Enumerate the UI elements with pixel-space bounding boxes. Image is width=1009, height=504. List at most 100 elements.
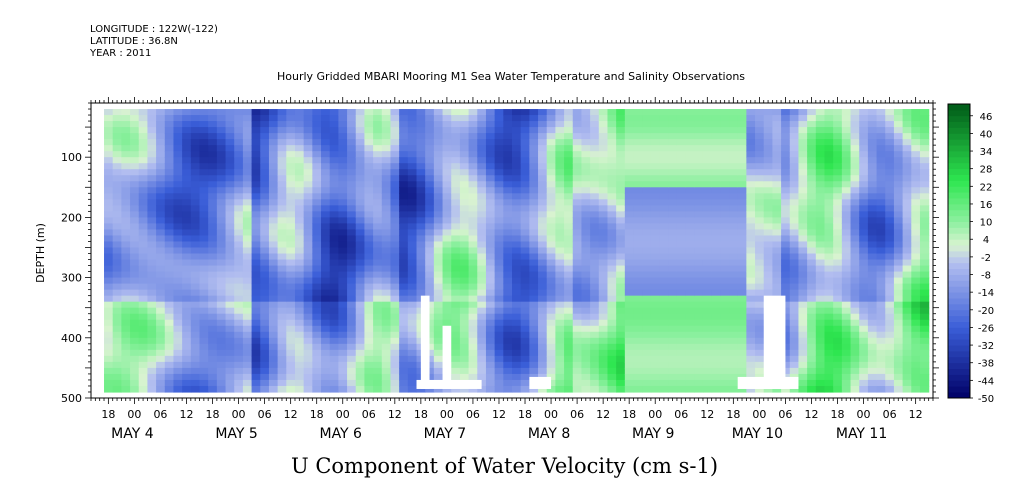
heatmap-cell	[312, 109, 322, 116]
heatmap-cell	[503, 247, 513, 255]
heatmap-cell	[477, 271, 487, 279]
heatmap-cell	[789, 205, 800, 212]
heatmap-cell	[902, 175, 912, 182]
heatmap-cell	[885, 169, 895, 176]
heatmap-cell	[234, 187, 244, 194]
x-hour-label: 18	[831, 408, 845, 421]
heatmap-cell	[555, 211, 565, 218]
heatmap-cell	[260, 193, 270, 200]
heatmap-cell	[312, 259, 322, 267]
heatmap-cell	[164, 247, 175, 255]
heatmap-cell	[729, 247, 739, 255]
heatmap-cell	[755, 139, 765, 146]
heatmap-cell	[347, 223, 357, 231]
heatmap-cell	[173, 229, 183, 237]
heatmap-cell	[737, 175, 747, 182]
heatmap-cell	[746, 229, 756, 237]
heatmap-cell	[199, 313, 209, 321]
heatmap-cell	[685, 235, 695, 243]
heatmap-cell	[485, 169, 496, 176]
heatmap-cell	[668, 247, 678, 255]
heatmap-cell	[512, 307, 522, 315]
heatmap-cell	[876, 211, 886, 218]
heatmap-cell	[798, 163, 808, 170]
heatmap-cell	[338, 367, 348, 375]
heatmap-cell	[902, 283, 912, 291]
heatmap-cell	[468, 277, 478, 285]
heatmap-cell	[841, 139, 852, 146]
heatmap-cell	[138, 151, 149, 158]
heatmap-cell	[711, 181, 721, 188]
heatmap-cell	[867, 127, 878, 134]
heatmap-cell	[676, 115, 687, 122]
heatmap-cell	[529, 271, 539, 279]
heatmap-cell	[173, 271, 183, 279]
heatmap-cell	[564, 157, 574, 164]
heatmap-cell	[112, 133, 122, 140]
heatmap-cell	[173, 325, 183, 333]
heatmap-cell	[277, 253, 287, 261]
heatmap-cell	[867, 181, 878, 188]
heatmap-cell	[286, 349, 296, 357]
heatmap-cell	[459, 337, 470, 345]
heatmap-cell	[572, 187, 583, 194]
heatmap-cell	[399, 205, 409, 212]
heatmap-cell	[893, 325, 904, 333]
heatmap-cell	[468, 307, 478, 315]
heatmap-cell	[329, 331, 339, 339]
heatmap-cell	[616, 229, 626, 237]
heatmap-cell	[373, 181, 383, 188]
heatmap-cell	[390, 313, 400, 321]
heatmap-cell	[321, 175, 331, 182]
heatmap-cell	[867, 265, 878, 273]
heatmap-cell	[459, 217, 470, 225]
heatmap-cell	[182, 361, 192, 369]
heatmap-cell	[156, 325, 166, 333]
heatmap-cell	[616, 187, 626, 194]
heatmap-cell	[781, 229, 791, 237]
heatmap-cell	[251, 151, 261, 158]
heatmap-cell	[859, 235, 869, 243]
heatmap-cell	[885, 367, 895, 375]
heatmap-cell	[225, 313, 235, 321]
heatmap-cell	[763, 175, 774, 182]
heatmap-cell	[225, 187, 235, 194]
heatmap-cell	[850, 289, 860, 297]
heatmap-cell	[572, 223, 583, 231]
heatmap-cell	[781, 277, 791, 285]
heatmap-cell	[433, 307, 444, 315]
heatmap-cell	[668, 295, 678, 303]
heatmap-cell	[633, 229, 643, 237]
heatmap-cell	[199, 115, 209, 122]
heatmap-cell	[685, 121, 695, 128]
heatmap-cell	[659, 151, 669, 158]
heatmap-cell	[294, 373, 305, 381]
heatmap-cell	[216, 355, 227, 363]
heatmap-cell	[512, 211, 522, 218]
heatmap-cell	[529, 157, 539, 164]
heatmap-cell	[572, 361, 583, 369]
heatmap-cell	[338, 277, 348, 285]
heatmap-cell	[268, 139, 279, 146]
heatmap-cell	[104, 379, 114, 387]
heatmap-cell	[694, 217, 704, 225]
heatmap-cell	[676, 271, 687, 279]
heatmap-cell	[833, 367, 843, 375]
chart-title: Hourly Gridded MBARI Mooring M1 Sea Wate…	[276, 70, 746, 83]
heatmap-cell	[824, 169, 834, 176]
x-hour-label: 06	[362, 408, 376, 421]
heatmap-cell	[234, 193, 244, 200]
heatmap-cell	[685, 115, 695, 122]
heatmap-cell	[607, 235, 617, 243]
heatmap-cell	[598, 169, 609, 176]
heatmap-cell	[277, 265, 287, 273]
heatmap-cell	[694, 139, 704, 146]
heatmap-cell	[138, 205, 149, 212]
heatmap-cell	[208, 385, 218, 393]
heatmap-cell	[112, 289, 122, 297]
heatmap-cell	[590, 241, 600, 249]
heatmap-cell	[729, 301, 739, 309]
heatmap-cell	[208, 301, 218, 309]
heatmap-cell	[668, 367, 678, 375]
heatmap-cell	[355, 259, 366, 267]
